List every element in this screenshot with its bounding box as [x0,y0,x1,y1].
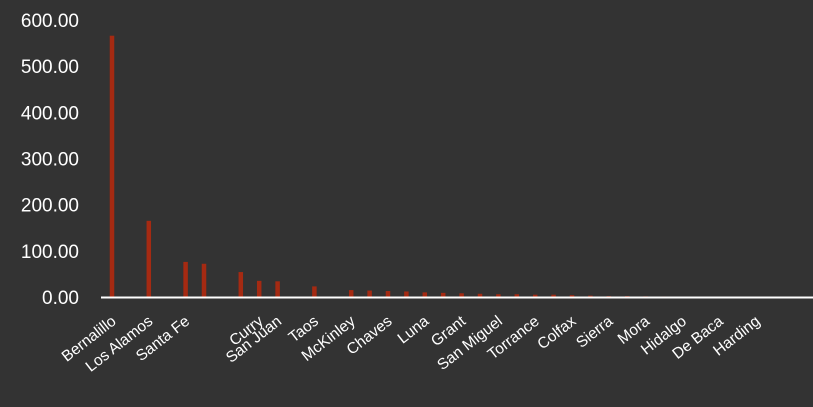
y-tick-label: 100.00 [21,242,79,263]
bar [348,290,354,297]
bar [569,295,575,297]
bar [477,293,483,297]
bar [440,292,446,297]
bar [109,35,115,297]
bar [256,280,262,297]
y-tick-label: 400.00 [21,103,79,124]
y-axis-tick-labels: 0.00 100.00 200.00 300.00 400.00 500.00 600.00 [21,11,79,309]
bar [385,291,391,297]
y-tick-label: 0.00 [42,288,79,309]
bar [551,294,556,297]
x-tick-label: Luna [395,313,433,348]
y-tick-label: 500.00 [21,57,79,78]
bars-group [109,35,759,298]
bar [201,263,207,297]
bar [404,291,409,297]
bar [422,292,428,297]
bar [312,286,317,297]
bar [496,294,501,297]
bar [514,294,520,297]
x-tick-label: Sierra [573,313,616,352]
bar [183,261,188,297]
x-tick-label: Colfax [534,313,579,354]
bar [238,272,244,297]
bar [275,281,280,297]
bar [146,220,152,297]
bar [532,294,538,297]
y-tick-label: 300.00 [21,150,79,171]
bar [367,290,372,297]
y-tick-label: 600.00 [21,11,79,32]
bar [588,295,593,297]
bar [459,293,464,297]
y-tick-label: 200.00 [21,196,79,217]
